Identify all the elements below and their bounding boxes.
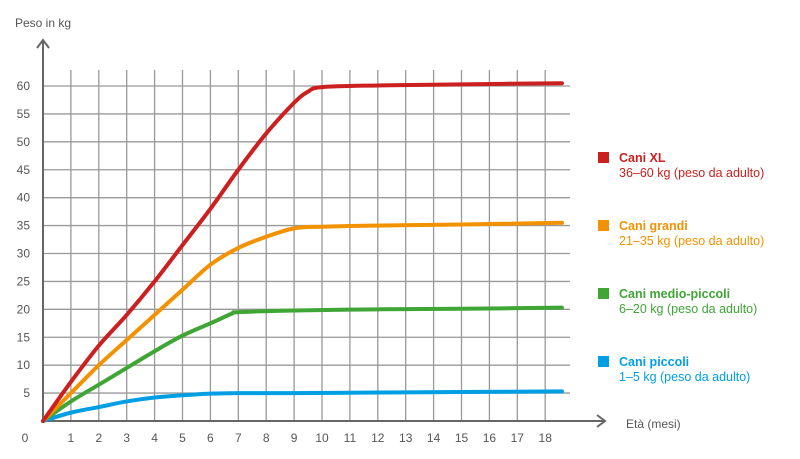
legend-swatch [598, 220, 609, 231]
x-tick-label: 12 [371, 431, 385, 445]
y-tick-label: 20 [17, 302, 31, 316]
legend-title: Cani medio-piccoli [619, 287, 730, 301]
tick-labels: 1 2 3 4 5 6 7 8 9 10 11 12 13 14 15 16 17 180510152025303… [17, 79, 553, 445]
x-tick-label: 17 [511, 431, 525, 445]
legend-subtitle: 1–5 kg (peso da adulto) [619, 370, 750, 384]
axes: Peso in kg Età (mesi) [15, 16, 681, 431]
x-tick-label: 4 [151, 431, 158, 445]
legend-swatch [598, 288, 609, 299]
y-tick-label: 60 [17, 79, 31, 93]
x-tick-label: 6 [207, 431, 214, 445]
series-lines [41, 81, 564, 423]
x-tick-label: 18 [539, 431, 553, 445]
y-tick-label: 10 [17, 358, 31, 372]
y-axis-arrow-icon [36, 38, 50, 49]
x-axis-arrow-icon [596, 414, 607, 428]
legend-title: Cani XL [619, 151, 666, 165]
series-line-3 [41, 389, 564, 423]
x-tick-label: 2 [95, 431, 102, 445]
legend-subtitle: 36–60 kg (peso da adulto) [619, 166, 764, 180]
series-line-2 [41, 305, 564, 423]
legend-title: Cani piccoli [619, 355, 689, 369]
x-tick-label: 11 [344, 431, 357, 445]
legend-swatch [598, 152, 609, 163]
x-tick-label: 16 [483, 431, 497, 445]
y-tick-label: 30 [17, 247, 31, 261]
series-line-1 [41, 220, 564, 423]
y-tick-label: 55 [17, 107, 31, 121]
legend-swatch [598, 356, 609, 367]
grid [43, 70, 570, 421]
y-tick-label: 5 [23, 386, 30, 400]
legend-title: Cani grandi [619, 219, 688, 233]
y-tick-label: 45 [17, 163, 31, 177]
x-tick-label: 13 [399, 431, 413, 445]
x-tick-label: 14 [427, 431, 441, 445]
x-tick-label: 8 [263, 431, 270, 445]
x-axis-label: Età (mesi) [626, 417, 681, 431]
x-tick-label: 5 [179, 431, 186, 445]
y-tick-label: 15 [17, 330, 31, 344]
x-tick-label: 15 [455, 431, 469, 445]
x-tick-label: 7 [235, 431, 242, 445]
legend-subtitle: 21–35 kg (peso da adulto) [619, 234, 764, 248]
y-tick-label: 0 [22, 431, 29, 445]
y-tick-label: 50 [17, 135, 31, 149]
y-tick-label: 25 [17, 274, 31, 288]
x-tick-label: 1 [68, 431, 75, 445]
y-tick-label: 40 [17, 191, 31, 205]
x-tick-label: 3 [123, 431, 130, 445]
x-tick-label: 10 [315, 431, 329, 445]
y-axis-label: Peso in kg [15, 16, 71, 30]
x-tick-label: 9 [291, 431, 298, 445]
series-line-0 [41, 81, 564, 423]
legend-subtitle: 6–20 kg (peso da adulto) [619, 302, 757, 316]
y-tick-label: 35 [17, 219, 31, 233]
